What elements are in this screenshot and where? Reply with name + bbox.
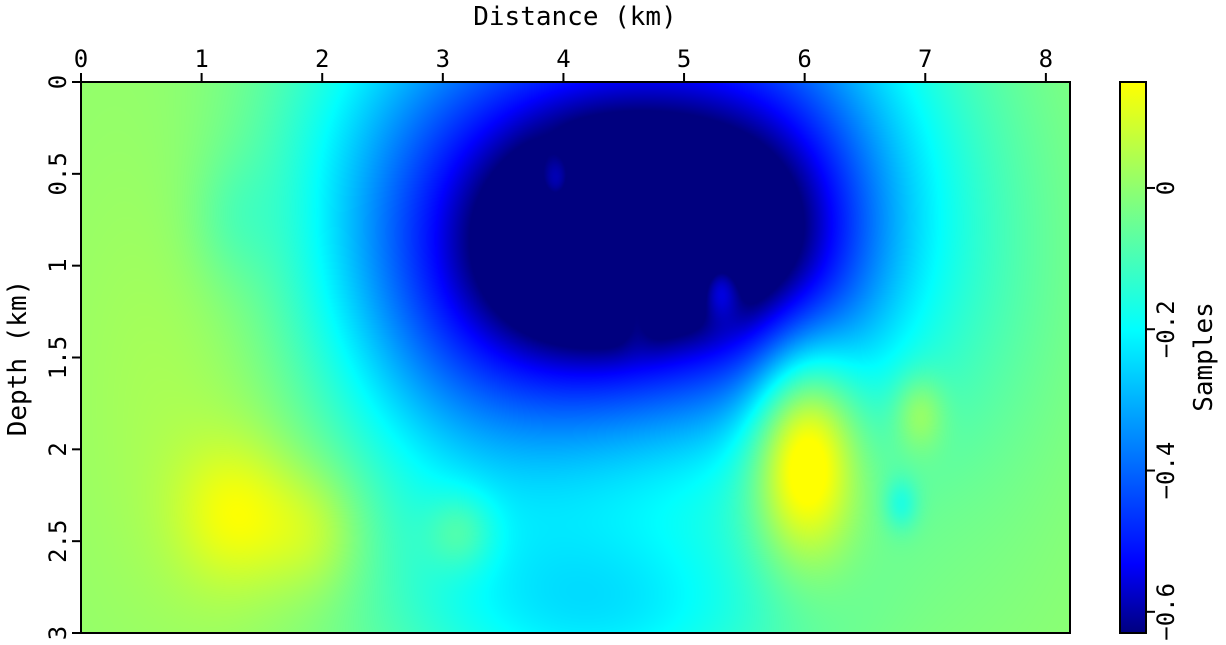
y-tick-label: 2.5 [44,519,72,562]
x-tick-label: 2 [315,45,329,73]
x-tick-label: 0 [74,45,88,73]
heatmap-image [81,82,1070,633]
x-axis-title: Distance (km) [473,2,677,32]
colorbar-ticks: 0 −0.2 −0.4 −0.6 [1146,181,1180,641]
y-tick-label: 0.5 [44,152,72,195]
colorbar-tick-label: −0.4 [1152,442,1180,500]
x-tick-label: 8 [1039,45,1053,73]
y-tick-label: 3 [44,626,72,640]
y-axis-title: Depth (km) [3,280,33,437]
y-tick-label: 2 [44,442,72,456]
x-tick-label: 7 [918,45,932,73]
colorbar-tick-label: −0.2 [1152,300,1180,358]
y-tick-label: 1.5 [44,336,72,379]
y-tick-label: 0 [44,75,72,89]
x-tick-label: 5 [677,45,691,73]
colorbar [1119,81,1147,634]
colorbar-tick-label: −0.6 [1152,583,1180,641]
x-tick-label: 6 [797,45,811,73]
y-axis-ticks: 0 0.5 1 1.5 2 2.5 3 [44,75,81,640]
colorbar-tick-label: 0 [1152,181,1180,195]
colorbar-title: Samples [1189,302,1219,412]
y-tick-label: 1 [44,258,72,272]
x-tick-label: 1 [194,45,208,73]
x-axis-ticks: 0 1 2 3 4 5 6 7 8 [74,45,1053,82]
x-tick-label: 4 [556,45,570,73]
x-tick-label: 3 [436,45,450,73]
